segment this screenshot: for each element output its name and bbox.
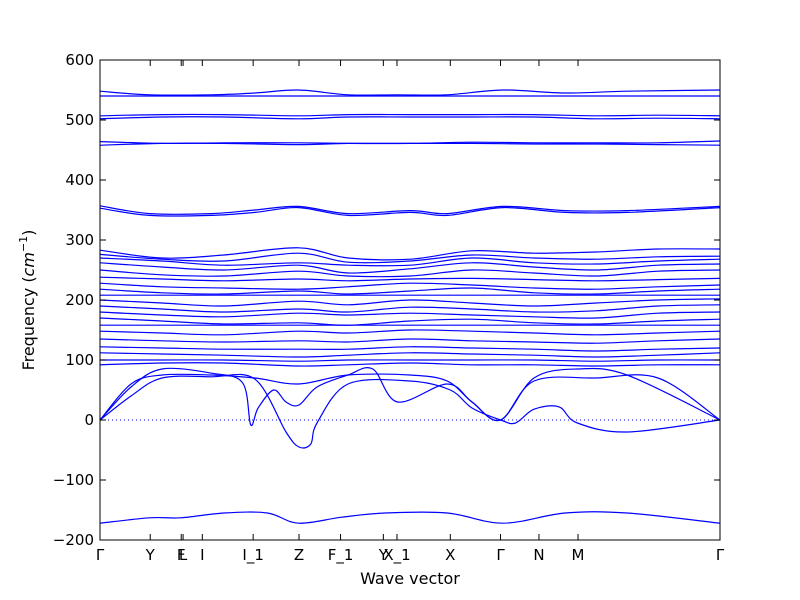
band-line-12	[99, 257, 721, 267]
x-tick-label: Γ	[96, 546, 105, 564]
band-line-19	[99, 298, 721, 307]
band-line-32	[99, 373, 721, 449]
band-line-11	[99, 252, 721, 264]
x-tick-label: X_1	[383, 546, 410, 565]
y-tick-label: 100	[65, 351, 94, 369]
x-tick-label: X	[445, 546, 455, 564]
x-tick-label: Γ	[716, 546, 725, 564]
band-line-26	[99, 346, 721, 352]
bands-layer	[99, 89, 721, 524]
band-line-30	[99, 373, 721, 422]
band-line-9	[99, 205, 721, 215]
x-tick-label: Z	[294, 546, 304, 564]
x-tick-label: M	[572, 546, 585, 564]
y-tick-label: 0	[84, 411, 94, 429]
x-tick-label: Y	[145, 546, 156, 564]
x-tick-label: L	[179, 546, 188, 564]
y-tick-label: −100	[53, 471, 94, 489]
band-line-24	[99, 329, 721, 336]
y-tick-label: 600	[65, 51, 94, 69]
x-tick-label: I_1	[242, 546, 263, 565]
band-line-8	[99, 206, 721, 217]
y-axis-label-unit: cm	[19, 252, 38, 276]
y-tick-label: −200	[53, 531, 94, 549]
x-tick-label: Γ	[496, 546, 505, 564]
band-line-7	[99, 140, 721, 145]
x-tick-label: Y	[378, 546, 389, 564]
band-line-4	[99, 116, 721, 120]
band-line-22	[99, 317, 721, 326]
x-tick-label: I	[200, 546, 204, 564]
band-line-27	[99, 352, 721, 358]
x-tick-label: F	[177, 546, 186, 564]
band-line-14	[99, 269, 721, 278]
band-line-21	[99, 311, 721, 319]
y-axis-label: Frequency (cm−1)	[17, 230, 38, 371]
band-line-1	[99, 511, 721, 524]
x-tick-label: F_1	[328, 546, 354, 565]
band-line-10	[99, 247, 721, 261]
y-tick-label: 500	[65, 111, 94, 129]
y-axis-label-paren-open: (	[19, 276, 38, 287]
band-line-29	[99, 362, 721, 367]
y-tick-label: 400	[65, 171, 94, 189]
band-line-17	[99, 287, 721, 295]
band-line-25	[99, 338, 721, 344]
band-line-28	[100, 359, 721, 362]
band-line-3	[99, 89, 721, 96]
y-axis-label-unit-exponent: −1	[17, 236, 30, 252]
band-line-5	[99, 113, 721, 117]
x-axis-label: Wave vector	[360, 569, 460, 588]
x-tick-label: N	[533, 546, 544, 564]
y-tick-label: 300	[65, 231, 94, 249]
band-line-15	[99, 276, 721, 282]
y-axis-label-text: Frequency	[19, 288, 38, 371]
x-axis-ticks: Γ Y FL I I_1 Z F_1 YX_1 X Γ N M Γ	[96, 60, 725, 565]
y-tick-label: 200	[65, 291, 94, 309]
band-line-20	[99, 304, 721, 313]
band-line-13	[99, 262, 721, 274]
y-axis-ticks: −200 −100 0 100 200 300 400 500 600	[53, 51, 720, 549]
y-axis-label-paren-close: )	[19, 230, 38, 236]
band-line-16	[99, 282, 721, 290]
band-line-31	[99, 367, 721, 427]
